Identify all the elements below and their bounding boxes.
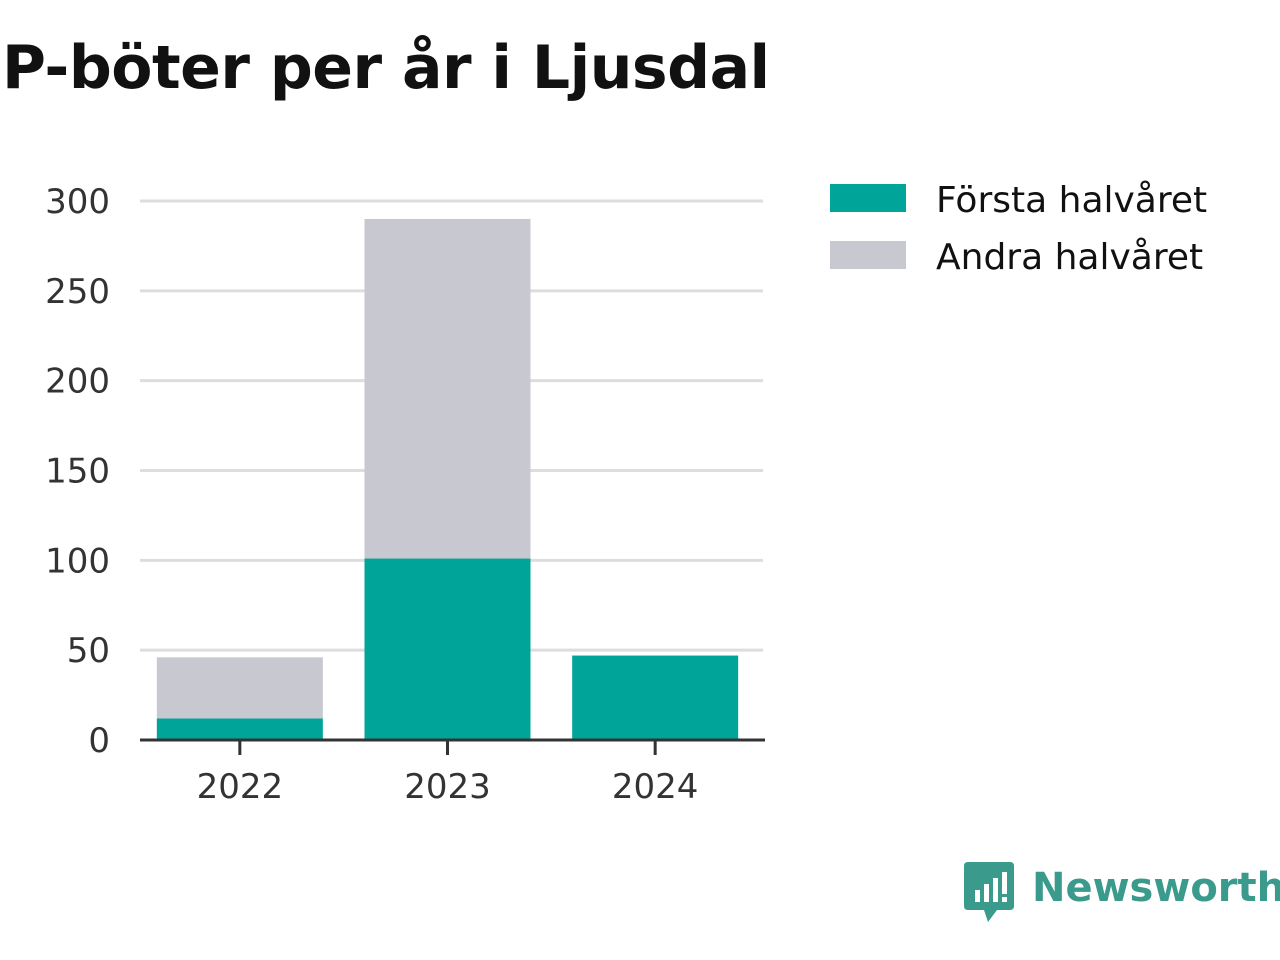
- legend-swatch-forsta: [830, 184, 906, 212]
- y-tick-label: 0: [88, 721, 110, 761]
- x-tick-label: 2024: [612, 767, 699, 807]
- legend-label: Första halvåret: [936, 180, 1207, 221]
- y-tick-label: 200: [45, 362, 110, 402]
- legend-label: Andra halvåret: [936, 237, 1203, 278]
- legend-swatch-andra: [830, 241, 906, 269]
- x-tick-label: 2022: [197, 767, 284, 807]
- bar-chart-speech-bubble-icon: [964, 862, 1014, 922]
- y-tick-label: 50: [67, 631, 110, 671]
- legend: Första halvåret Andra halvåret: [830, 180, 1207, 278]
- y-tick-label: 300: [45, 182, 110, 222]
- bar-segment-andra-2022: [156, 657, 323, 719]
- y-axis-tick-labels: 0 50 100 150 200 250 300: [45, 182, 110, 761]
- brand-name: Newsworthy: [1032, 865, 1280, 911]
- bar-segment-forsta-2024: [572, 655, 739, 740]
- bars: [156, 218, 739, 740]
- y-tick-label: 100: [45, 541, 110, 581]
- bar-segment-forsta-2023: [364, 558, 531, 740]
- newsworthy-branding: Newsworthy: [964, 862, 1280, 926]
- bar-segment-forsta-2022: [156, 718, 323, 740]
- x-tick-label: 2023: [404, 767, 491, 807]
- y-tick-label: 250: [45, 272, 110, 312]
- chart-title: P-böter per år i Ljusdal: [2, 33, 770, 103]
- y-tick-label: 150: [45, 452, 110, 492]
- bar-segment-andra-2023: [364, 218, 531, 559]
- x-axis: 2022 2023 2024: [140, 738, 765, 807]
